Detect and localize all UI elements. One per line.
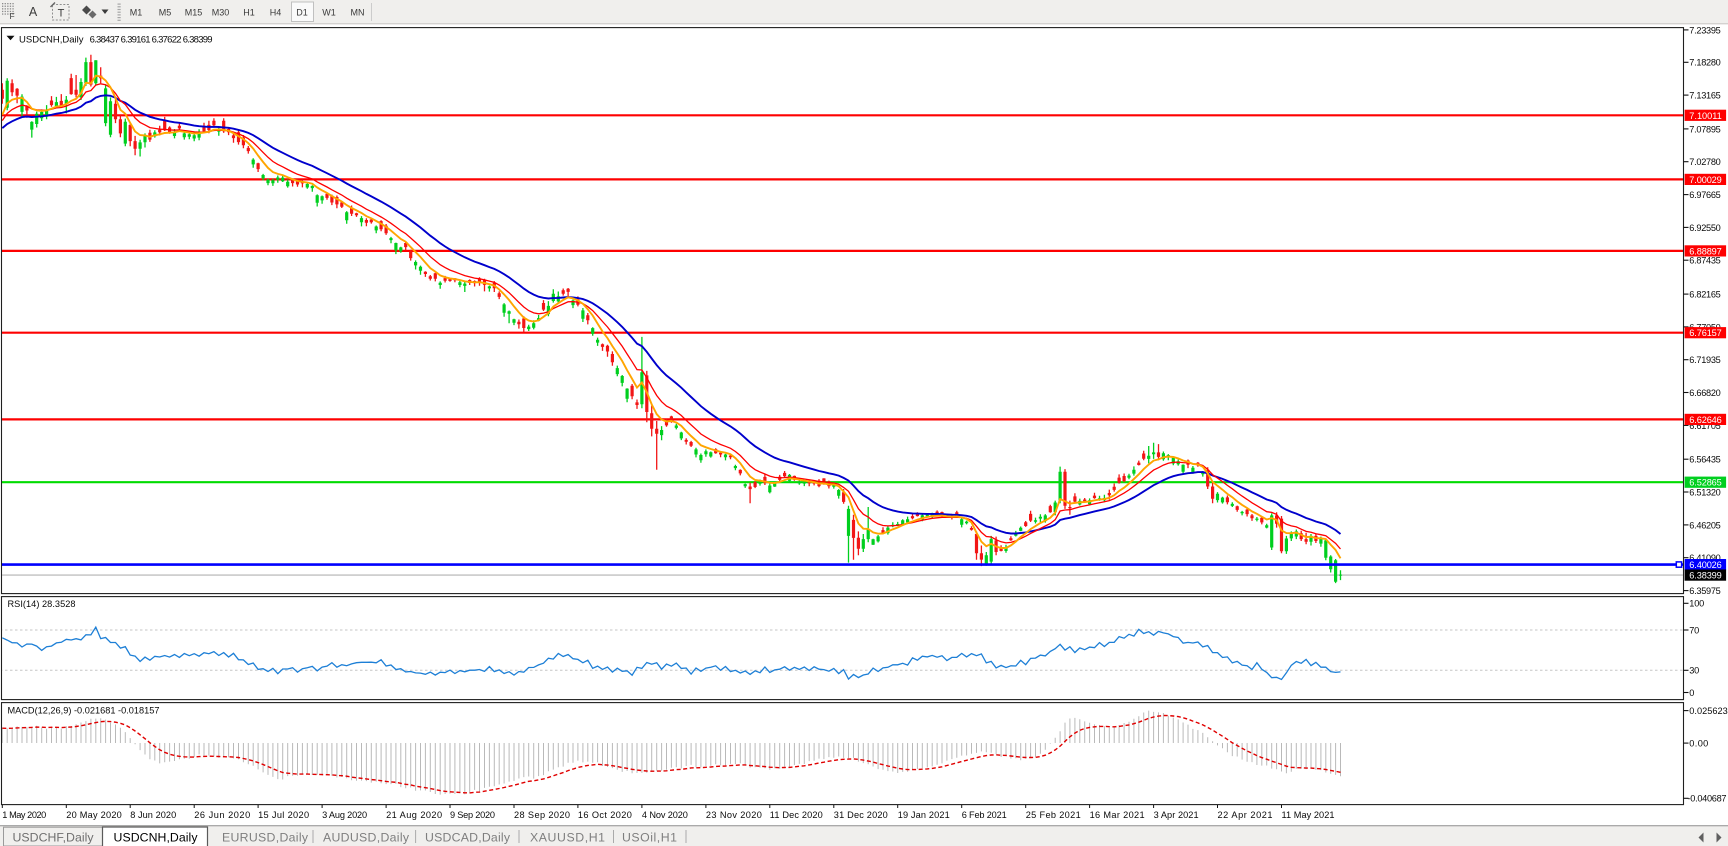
svg-text:8 Jun 2020: 8 Jun 2020 [130, 810, 176, 820]
svg-text:6 Feb 2021: 6 Feb 2021 [962, 810, 1007, 820]
svg-text:70: 70 [1689, 625, 1699, 635]
svg-text:6.88897: 6.88897 [1689, 246, 1722, 256]
svg-text:3 Aug 2020: 3 Aug 2020 [322, 810, 367, 820]
svg-text:USDCNH,Daily: USDCNH,Daily [19, 35, 84, 46]
svg-text:7.13165: 7.13165 [1689, 91, 1721, 101]
svg-text:6.40026: 6.40026 [1689, 560, 1722, 570]
svg-text:7.18280: 7.18280 [1689, 58, 1721, 68]
svg-text:T: T [58, 8, 65, 20]
svg-text:9 Sep 2020: 9 Sep 2020 [450, 810, 495, 820]
svg-text:28 Sep 2020: 28 Sep 2020 [514, 810, 570, 820]
svg-text:7.02780: 7.02780 [1689, 157, 1721, 167]
svg-text:6.76157: 6.76157 [1689, 328, 1722, 338]
svg-text:0.025623: 0.025623 [1689, 706, 1728, 716]
svg-text:6.97665: 6.97665 [1689, 190, 1721, 200]
svg-text:6.92550: 6.92550 [1689, 223, 1721, 233]
svg-text:30: 30 [1689, 666, 1699, 676]
svg-text:AUDUSD,Daily: AUDUSD,Daily [323, 831, 410, 845]
svg-text:6.56435: 6.56435 [1689, 455, 1721, 465]
svg-text:3 Apr 2021: 3 Apr 2021 [1154, 810, 1199, 820]
svg-text:RSI(14) 28.3528: RSI(14) 28.3528 [8, 599, 76, 609]
svg-text:H4: H4 [270, 8, 282, 18]
svg-text:USOil,H1: USOil,H1 [622, 831, 677, 845]
svg-text:MN: MN [351, 8, 365, 18]
svg-text:11 Dec 2020: 11 Dec 2020 [770, 810, 823, 820]
svg-text:6.38399: 6.38399 [1689, 571, 1722, 581]
svg-text:D1: D1 [296, 8, 308, 18]
svg-text:26 Jun 2020: 26 Jun 2020 [194, 810, 250, 820]
svg-text:6.52865: 6.52865 [1689, 478, 1722, 488]
svg-text:USDCHF,Daily: USDCHF,Daily [13, 831, 95, 845]
svg-text:7.23395: 7.23395 [1689, 25, 1721, 35]
svg-text:6.66820: 6.66820 [1689, 388, 1721, 398]
svg-text:6.71935: 6.71935 [1689, 355, 1721, 365]
svg-text:25 Feb 2021: 25 Feb 2021 [1026, 810, 1081, 820]
svg-text:6.82165: 6.82165 [1689, 290, 1721, 300]
svg-text:0.00: 0.00 [1689, 739, 1708, 749]
svg-text:4 Nov 2020: 4 Nov 2020 [642, 810, 688, 820]
svg-text:F: F [10, 11, 15, 21]
svg-text:W1: W1 [322, 8, 336, 18]
svg-text:22 Apr 2021: 22 Apr 2021 [1218, 810, 1273, 820]
svg-text:USDCAD,Daily: USDCAD,Daily [425, 831, 511, 845]
svg-text:H1: H1 [243, 8, 255, 18]
svg-text:1 May 2020: 1 May 2020 [2, 810, 46, 820]
svg-text:6.51320: 6.51320 [1689, 487, 1721, 497]
svg-text:M1: M1 [130, 8, 143, 18]
svg-text:XAUUSD,H1: XAUUSD,H1 [530, 831, 605, 845]
svg-text:6.62646: 6.62646 [1689, 415, 1722, 425]
svg-text:MACD(12,26,9) -0.021681 -0.018: MACD(12,26,9) -0.021681 -0.018157 [8, 706, 160, 716]
svg-text:6.38437 6.39161 6.37622 6.3839: 6.38437 6.39161 6.37622 6.38399 [90, 35, 213, 46]
svg-text:6.61705: 6.61705 [1689, 421, 1721, 431]
svg-text:21 Aug 2020: 21 Aug 2020 [386, 810, 442, 820]
svg-text:23 Nov 2020: 23 Nov 2020 [706, 810, 762, 820]
svg-text:0: 0 [1689, 688, 1694, 698]
svg-text:19 Jan 2021: 19 Jan 2021 [898, 810, 950, 820]
svg-text:7.00029: 7.00029 [1689, 175, 1722, 185]
svg-text:7.10011: 7.10011 [1689, 111, 1722, 121]
svg-text:100: 100 [1689, 599, 1704, 609]
svg-text:-0.040687: -0.040687 [1688, 794, 1727, 804]
svg-text:6.35975: 6.35975 [1689, 586, 1721, 596]
svg-text:M30: M30 [212, 8, 230, 18]
svg-text:USDCNH,Daily: USDCNH,Daily [114, 831, 199, 845]
svg-text:M5: M5 [159, 8, 172, 18]
svg-text:16 Oct 2020: 16 Oct 2020 [578, 810, 632, 820]
svg-text:7.07895: 7.07895 [1689, 124, 1721, 134]
svg-text:EURUSD,Daily: EURUSD,Daily [222, 831, 309, 845]
svg-text:A: A [29, 5, 38, 19]
svg-text:16 Mar 2021: 16 Mar 2021 [1090, 810, 1145, 820]
svg-text:M15: M15 [185, 8, 203, 18]
svg-text:6.87435: 6.87435 [1689, 256, 1721, 266]
svg-text:20 May 2020: 20 May 2020 [66, 810, 122, 820]
svg-text:15 Jul 2020: 15 Jul 2020 [258, 810, 309, 820]
svg-text:6.41090: 6.41090 [1689, 553, 1721, 563]
svg-text:6.46205: 6.46205 [1689, 520, 1721, 530]
svg-text:11 May 2021: 11 May 2021 [1282, 810, 1335, 820]
svg-text:31 Dec 2020: 31 Dec 2020 [834, 810, 888, 820]
